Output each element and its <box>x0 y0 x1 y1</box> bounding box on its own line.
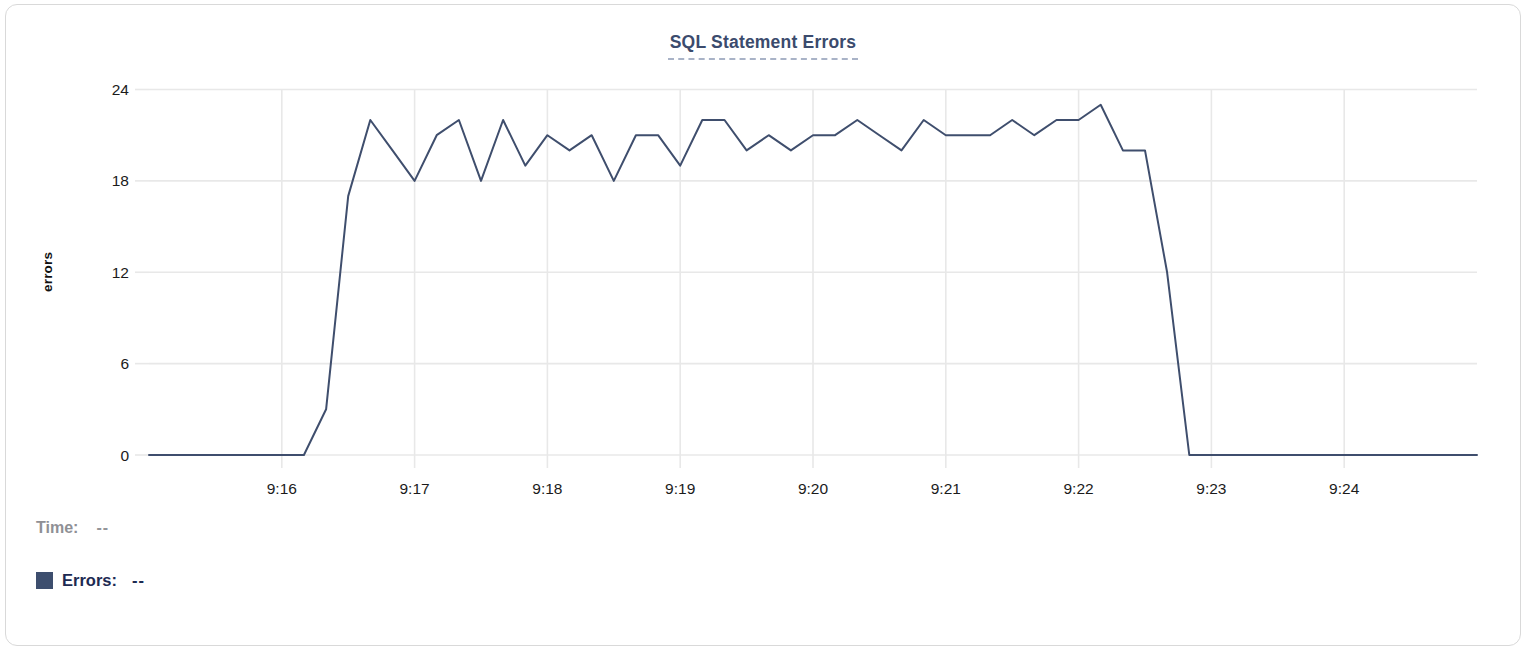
x-tick-label: 9:17 <box>400 480 430 497</box>
errors-value: -- <box>132 571 145 590</box>
y-tick-label: 24 <box>112 81 130 98</box>
x-tick-label: 9:16 <box>267 480 297 497</box>
x-tick-label: 9:24 <box>1329 480 1360 497</box>
time-value: -- <box>96 519 109 537</box>
errors-label: Errors: <box>62 571 117 590</box>
errors-series-swatch <box>36 572 53 589</box>
x-tick-label: 9:18 <box>532 480 562 497</box>
y-tick-label: 0 <box>120 447 129 464</box>
y-tick-label: 18 <box>112 172 129 189</box>
chart-card: SQL Statement Errors errors 061218249:16… <box>5 4 1521 646</box>
x-tick-label: 9:21 <box>931 480 961 497</box>
y-tick-label: 6 <box>120 355 129 372</box>
x-tick-label: 9:19 <box>665 480 695 497</box>
legend-errors-row[interactable]: Errors: -- <box>36 571 145 590</box>
time-label: Time: <box>36 519 78 537</box>
y-tick-label: 12 <box>112 264 129 281</box>
x-tick-label: 9:23 <box>1196 480 1226 497</box>
x-tick-label: 9:20 <box>798 480 829 497</box>
errors-line-chart[interactable]: 0 6 12 18 24 9:16 9:17 9:18 9:19 9:20 9:21 9:22 9:23… <box>6 5 1528 652</box>
tooltip-time-row: Time: -- <box>36 519 109 537</box>
x-tick-label: 9:22 <box>1064 480 1094 497</box>
